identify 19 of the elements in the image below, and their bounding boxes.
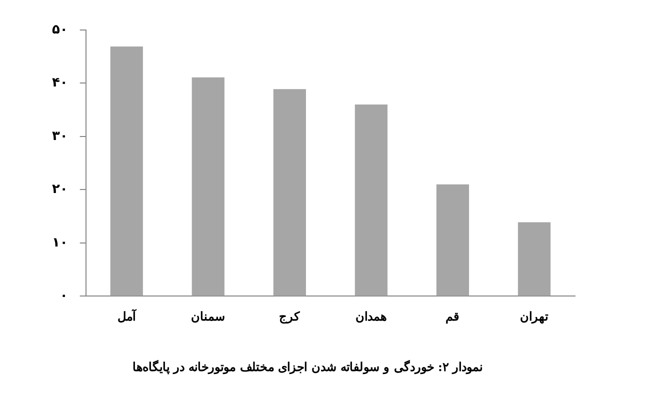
y-tick-label: ۵۰: [52, 22, 68, 38]
bar: [273, 89, 306, 296]
bar: [518, 222, 551, 296]
y-tick-label: ۰: [60, 288, 68, 304]
bar: [354, 104, 388, 296]
y-tick-label: ۲۰: [52, 182, 68, 198]
y-tick-label: ۱۰: [52, 235, 68, 250]
x-tick-label: سمنان: [191, 310, 226, 324]
bar: [436, 184, 470, 296]
bar: [192, 77, 224, 296]
x-tick-label: کرج: [279, 310, 300, 325]
x-tick-label: آمل: [118, 308, 138, 324]
text: نمودار ۲: خوردگی و سولفاته شدن اجزای مختلف موتورخانه در پایگاه‌ها: [132, 358, 483, 375]
x-tick-label: قم: [446, 310, 460, 325]
bar: [110, 46, 143, 296]
y-tick-label: ۳۰: [52, 128, 68, 144]
y-tick-label: ۴۰: [52, 76, 68, 91]
x-tick-label: تهران: [520, 310, 550, 325]
x-tick-label: همدان: [356, 310, 387, 324]
